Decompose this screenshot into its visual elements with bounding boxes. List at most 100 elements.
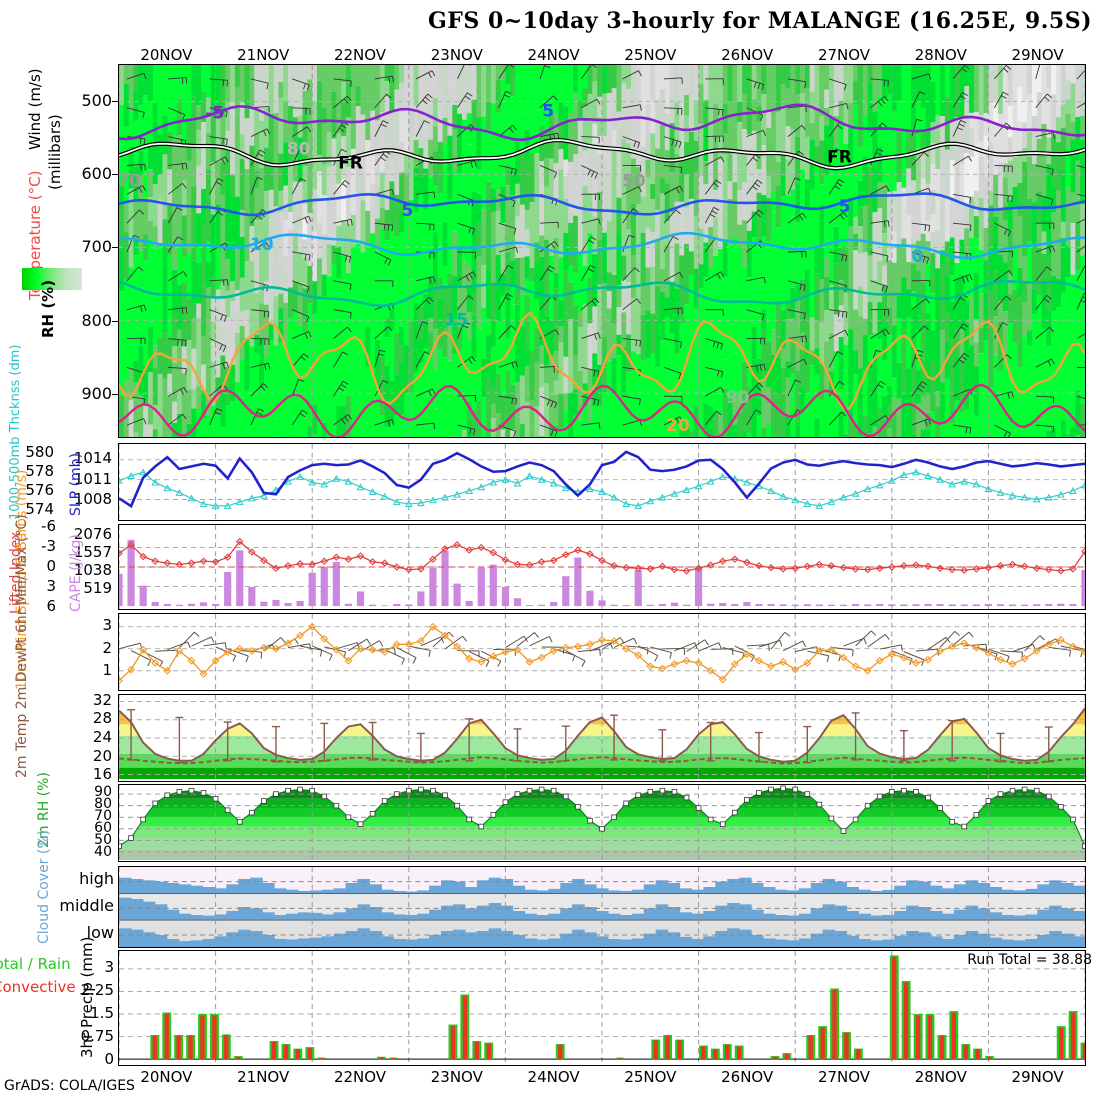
slp-thickness-panel[interactable]: [118, 443, 1086, 521]
axis-tick-label: 574: [25, 500, 54, 519]
svg-text:5: 5: [402, 200, 414, 220]
axis-tick-label: 6: [46, 597, 56, 615]
upper-air-panel[interactable]: -5 5 FR FR 50 5 5 10 0 15 20 70 80 90: [118, 64, 1086, 438]
slp-axis-label: SLP (mb): [68, 452, 84, 516]
axis-tick-label: -3: [41, 537, 56, 555]
axis-tick-label: 519: [83, 578, 112, 597]
temp2m-axis-label: 2m Temp 2m DewPt 6hr Min/Max (°C): [14, 514, 30, 778]
axis-tick: [112, 320, 118, 322]
date-tick-25nov: 25NOV: [624, 46, 677, 64]
axis-tick-label: 32: [92, 690, 112, 709]
date-axis-top: 20NOV 21NOV 22NOV 23NOV 24NOV 25NOV 26NOV 27NOV…: [118, 46, 1086, 64]
cloud-axis-label: Cloud Cover (%): [36, 829, 52, 944]
svg-text:20: 20: [666, 415, 690, 435]
date-tick-21nov: 21NOV: [237, 46, 290, 64]
axis-tick-label: 1.5: [90, 1004, 114, 1023]
axis-tick-label: 90: [94, 784, 112, 801]
date-tick-26nov: 26NOV: [721, 46, 774, 64]
date-tick-27nov: 27NOV: [817, 46, 871, 64]
footer-credit: GrADS: COLA/IGES: [4, 1078, 135, 1094]
svg-text:FR: FR: [827, 147, 852, 167]
svg-text:5: 5: [542, 101, 554, 121]
cloud-cover-panel[interactable]: [118, 866, 1086, 948]
svg-text:5: 5: [839, 196, 851, 216]
axis-tick-label: 500: [81, 90, 112, 110]
axis-tick-label: 900: [81, 384, 112, 403]
upper-rh-badge: RH (%): [22, 268, 83, 338]
temp2m-panel[interactable]: [118, 694, 1086, 782]
axis-tick-label: 576: [25, 481, 54, 500]
date-tick-29nov: 29NOV: [1011, 1068, 1064, 1086]
date-tick-28nov: 28NOV: [914, 1068, 967, 1086]
axis-tick-label: 2076: [73, 524, 112, 543]
axis-tick-label: 580: [25, 442, 54, 461]
date-tick-23nov: 23NOV: [430, 46, 483, 64]
axis-tick-label: 0: [46, 557, 56, 575]
date-tick-24nov: 24NOV: [527, 1068, 580, 1086]
date-tick-22nov: 22NOV: [333, 46, 387, 64]
upper-pressure-axis-label: (millibars): [46, 114, 64, 190]
precip-total-legend: Total / Rain: [0, 955, 71, 973]
cloud-row-middle: middle: [59, 896, 114, 915]
svg-text:90: 90: [726, 387, 750, 407]
svg-text:FR: FR: [338, 152, 363, 172]
date-tick-27nov: 27NOV: [817, 1068, 871, 1086]
axis-tick-label: 1014: [73, 449, 112, 468]
axis-tick: [112, 174, 118, 175]
axis-tick: [112, 394, 118, 395]
axis-tick-label: 2.25: [80, 981, 114, 1000]
svg-text:10: 10: [250, 234, 274, 254]
date-tick-20nov: 20NOV: [140, 1068, 193, 1086]
svg-text:70: 70: [119, 170, 141, 190]
date-tick-22nov: 22NOV: [333, 1068, 387, 1086]
date-tick-29nov: 29NOV: [1011, 46, 1064, 64]
date-tick-23nov: 23NOV: [430, 1068, 483, 1086]
axis-tick-label: 1: [102, 661, 112, 680]
svg-text:80: 80: [287, 139, 311, 159]
cloud-row-high: high: [79, 868, 114, 888]
svg-text:50: 50: [622, 170, 646, 190]
date-tick-24nov: 24NOV: [527, 46, 580, 64]
axis-tick-label: 40: [94, 843, 112, 860]
axis-tick-label: 28: [92, 709, 112, 728]
rh2m-panel[interactable]: [118, 784, 1086, 862]
run-total-label: Run Total = 38.88: [967, 952, 1092, 968]
upper-wind-label: Wind (m/s): [26, 68, 44, 150]
precip-panel[interactable]: [118, 950, 1086, 1066]
wind10m-panel[interactable]: [118, 613, 1086, 691]
axis-tick-label: 1011: [73, 469, 112, 488]
axis-tick-label: 578: [25, 461, 54, 480]
cape-axis-label: CAPE (J/kg): [68, 534, 84, 612]
date-tick-21nov: 21NOV: [237, 1068, 290, 1086]
axis-tick-label: 3: [104, 958, 114, 977]
axis-tick-label: 16: [92, 765, 112, 784]
axis-tick-label: 24: [92, 728, 112, 746]
axis-tick-label: 700: [81, 237, 112, 257]
axis-tick: [112, 247, 118, 249]
axis-tick-label: -6: [41, 517, 56, 535]
svg-text:0: 0: [911, 246, 923, 266]
page-title: GFS 0~10day 3-hourly for MALANGE (16.25E…: [427, 8, 1092, 34]
svg-text:-5: -5: [205, 103, 224, 123]
date-tick-28nov: 28NOV: [914, 46, 967, 64]
cape-lifted-index-panel[interactable]: [118, 524, 1086, 610]
upper-rh-label: RH (%): [39, 279, 57, 338]
precip-axis-label: 3hr Precip (mm): [78, 936, 96, 1058]
axis-tick-label: 70: [94, 808, 112, 825]
axis-tick-label: 0.75: [80, 1027, 114, 1046]
axis-tick-label: 2: [102, 638, 112, 657]
axis-tick-label: 50: [94, 831, 112, 848]
date-tick-20nov: 20NOV: [140, 46, 193, 64]
axis-tick-label: 800: [81, 310, 112, 330]
axis-tick-label: 0: [104, 1050, 114, 1068]
axis-tick-label: 20: [92, 746, 112, 765]
axis-tick-label: 1008: [73, 490, 112, 508]
axis-tick: [112, 100, 118, 102]
axis-tick-label: 600: [81, 164, 112, 183]
date-tick-25nov: 25NOV: [624, 1068, 677, 1086]
axis-tick-label: 3: [46, 577, 56, 595]
precip-conv-legend: Convective: [0, 978, 76, 996]
axis-tick-label: 1557: [73, 542, 112, 561]
axis-tick-label: 3: [102, 616, 112, 635]
